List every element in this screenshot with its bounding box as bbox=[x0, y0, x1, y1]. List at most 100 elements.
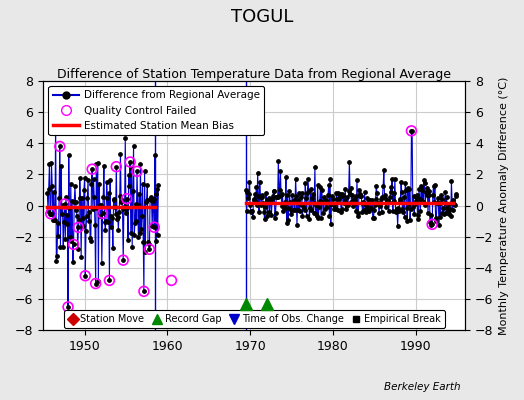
Point bbox=[416, 208, 424, 214]
Point bbox=[271, 214, 279, 221]
Point bbox=[354, 210, 362, 217]
Point bbox=[279, 208, 287, 214]
Point bbox=[74, 224, 83, 230]
Point bbox=[405, 186, 413, 192]
Point bbox=[292, 192, 300, 199]
Point bbox=[65, 204, 73, 211]
Point bbox=[93, 160, 102, 166]
Point bbox=[406, 217, 414, 223]
Point bbox=[44, 208, 52, 214]
Point bbox=[393, 206, 401, 212]
Point bbox=[329, 196, 337, 203]
Point bbox=[362, 208, 370, 215]
Point bbox=[331, 206, 340, 212]
Point bbox=[329, 206, 337, 212]
Point bbox=[72, 207, 81, 214]
Point bbox=[449, 197, 457, 203]
Point bbox=[451, 202, 459, 208]
Point bbox=[122, 209, 130, 216]
Point bbox=[352, 208, 361, 215]
Point bbox=[129, 188, 137, 194]
Point bbox=[440, 211, 448, 217]
Point bbox=[86, 235, 94, 242]
Point bbox=[244, 195, 252, 201]
Point bbox=[335, 190, 344, 197]
Point bbox=[68, 198, 77, 204]
Point bbox=[438, 195, 446, 202]
Point bbox=[335, 196, 343, 202]
Point bbox=[309, 191, 317, 197]
Point bbox=[350, 201, 358, 207]
Point bbox=[79, 223, 88, 229]
Point bbox=[116, 193, 124, 199]
Point bbox=[250, 196, 258, 203]
Point bbox=[440, 200, 449, 206]
Text: Berkeley Earth: Berkeley Earth bbox=[385, 382, 461, 392]
Point bbox=[64, 304, 72, 310]
Point bbox=[386, 194, 394, 200]
Point bbox=[328, 193, 336, 199]
Point bbox=[384, 198, 392, 205]
Point bbox=[254, 192, 263, 199]
Point bbox=[449, 207, 457, 213]
Point bbox=[134, 234, 143, 240]
Point bbox=[97, 260, 106, 266]
Point bbox=[444, 208, 452, 214]
Point bbox=[151, 152, 159, 158]
Point bbox=[97, 202, 105, 208]
Point bbox=[383, 197, 391, 203]
Point bbox=[446, 205, 454, 212]
Point bbox=[80, 175, 89, 182]
Point bbox=[323, 198, 332, 204]
Point bbox=[296, 208, 304, 214]
Point bbox=[370, 207, 378, 214]
Point bbox=[104, 190, 113, 196]
Point bbox=[281, 198, 289, 205]
Point bbox=[344, 202, 352, 208]
Point bbox=[391, 176, 399, 182]
Point bbox=[408, 128, 417, 134]
Point bbox=[138, 181, 147, 188]
Point bbox=[330, 202, 339, 208]
Point bbox=[153, 186, 161, 192]
Point bbox=[286, 199, 294, 205]
Point bbox=[346, 190, 354, 197]
Point bbox=[69, 241, 78, 248]
Point bbox=[102, 218, 110, 224]
Point bbox=[368, 215, 377, 222]
Point bbox=[293, 222, 301, 228]
Point bbox=[420, 180, 429, 186]
Point bbox=[115, 208, 123, 215]
Point bbox=[389, 190, 398, 196]
Point bbox=[289, 207, 297, 214]
Point bbox=[45, 161, 53, 168]
Point bbox=[322, 198, 330, 205]
Point bbox=[418, 198, 426, 204]
Point bbox=[347, 199, 356, 206]
Point bbox=[413, 192, 421, 198]
Point bbox=[333, 196, 341, 202]
Point bbox=[147, 194, 156, 201]
Point bbox=[46, 210, 54, 217]
Y-axis label: Monthly Temperature Anomaly Difference (°C): Monthly Temperature Anomaly Difference (… bbox=[499, 76, 509, 335]
Point bbox=[324, 182, 333, 188]
Point bbox=[58, 210, 66, 217]
Point bbox=[103, 178, 111, 185]
Point bbox=[417, 182, 425, 189]
Point bbox=[416, 196, 424, 202]
Point bbox=[283, 192, 291, 198]
Point bbox=[297, 194, 305, 200]
Point bbox=[442, 210, 450, 216]
Point bbox=[427, 222, 435, 228]
Point bbox=[90, 176, 98, 182]
Point bbox=[69, 241, 78, 248]
Point bbox=[431, 182, 439, 188]
Point bbox=[353, 176, 361, 183]
Legend: Station Move, Record Gap, Time of Obs. Change, Empirical Break: Station Move, Record Gap, Time of Obs. C… bbox=[64, 310, 445, 328]
Point bbox=[311, 164, 319, 170]
Point bbox=[378, 194, 387, 200]
Point bbox=[437, 192, 445, 198]
Point bbox=[328, 201, 336, 207]
Point bbox=[96, 212, 105, 219]
Point bbox=[267, 199, 275, 205]
